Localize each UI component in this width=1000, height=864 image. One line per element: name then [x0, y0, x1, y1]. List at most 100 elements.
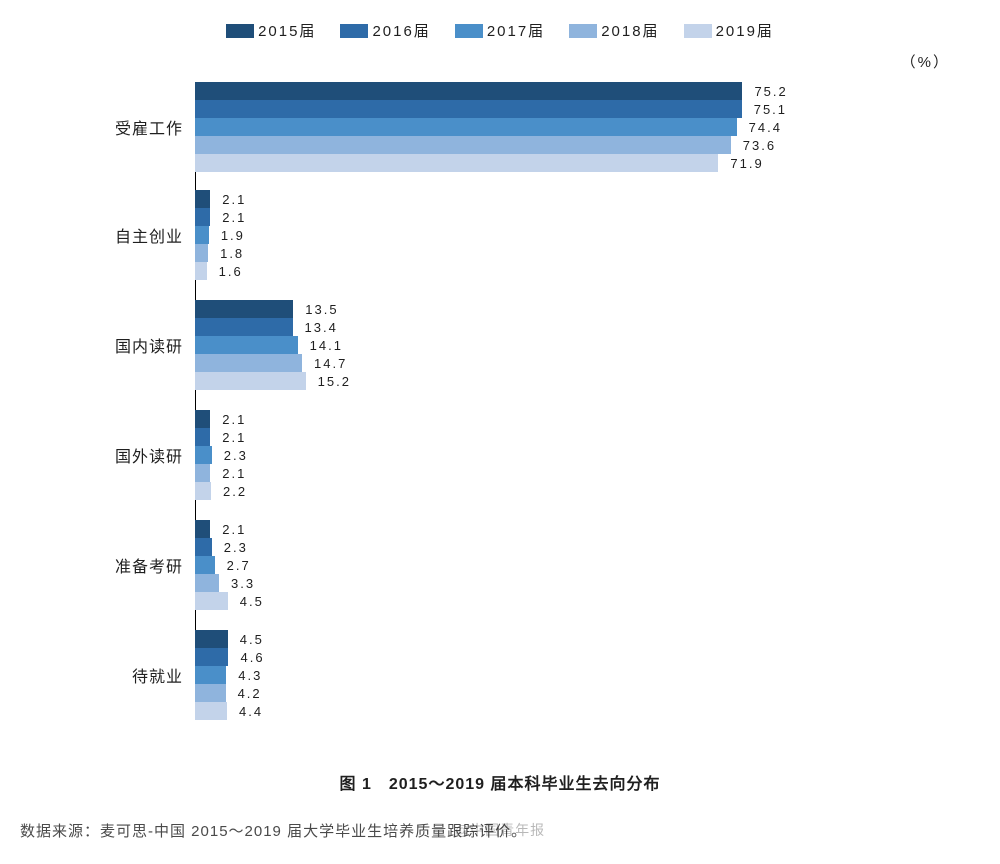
bar-row: 4.5	[195, 630, 950, 648]
value-label: 2.3	[224, 448, 248, 463]
bar-row: 1.9	[195, 226, 950, 244]
value-label: 2.1	[222, 522, 246, 537]
value-label: 4.5	[240, 632, 264, 647]
bar	[195, 300, 293, 318]
legend-swatch	[340, 24, 368, 38]
bar-row: 15.2	[195, 372, 950, 390]
value-label: 75.2	[754, 84, 787, 99]
bar	[195, 592, 228, 610]
bar	[195, 100, 742, 118]
bar	[195, 372, 306, 390]
bar	[195, 464, 210, 482]
bar	[195, 574, 219, 592]
legend-swatch	[455, 24, 483, 38]
category-label: 受雇工作	[115, 115, 183, 139]
bar-row: 75.2	[195, 82, 950, 100]
bar	[195, 262, 207, 280]
bar-row: 1.6	[195, 262, 950, 280]
value-label: 4.4	[239, 704, 263, 719]
chart-container: 2015届 2016届 2017届 2018届 2019届 （%） 受雇工作 75.2 75…	[0, 0, 1000, 864]
value-label: 71.9	[730, 156, 763, 171]
bar-row: 13.4	[195, 318, 950, 336]
bar	[195, 208, 210, 226]
category-group: 准备考研2.12.32.73.34.5	[195, 520, 950, 610]
bar-row: 2.3	[195, 538, 950, 556]
bar-row: 2.1	[195, 208, 950, 226]
bar-row: 2.1	[195, 410, 950, 428]
value-label: 4.3	[238, 668, 262, 683]
bar	[195, 684, 226, 702]
bar-row: 74.4	[195, 118, 950, 136]
unit-label: （%）	[0, 51, 950, 72]
category-label: 自主创业	[115, 223, 183, 247]
legend-label: 2015届	[258, 20, 316, 41]
category-group: 国外读研2.12.12.32.12.2	[195, 410, 950, 500]
category-group: 待就业4.54.64.34.24.4	[195, 630, 950, 720]
legend-label: 2017届	[487, 20, 545, 41]
category-group: 受雇工作75.275.174.473.671.9	[195, 82, 950, 172]
legend: 2015届 2016届 2017届 2018届 2019届	[0, 0, 1000, 41]
legend-label: 2018届	[601, 20, 659, 41]
bar-row: 1.8	[195, 244, 950, 262]
value-label: 1.8	[220, 246, 244, 261]
bar	[195, 318, 293, 336]
bar-row: 2.1	[195, 190, 950, 208]
category-label: 待就业	[132, 663, 183, 687]
legend-item: 2019届	[684, 20, 774, 41]
bar	[195, 154, 718, 172]
bar-row: 2.7	[195, 556, 950, 574]
bar	[195, 428, 210, 446]
bar-row: 4.3	[195, 666, 950, 684]
bar	[195, 630, 228, 648]
value-label: 13.4	[305, 320, 338, 335]
value-label: 73.6	[743, 138, 776, 153]
value-label: 1.9	[221, 228, 245, 243]
bar	[195, 482, 211, 500]
category-group: 自主创业2.12.11.91.81.6	[195, 190, 950, 280]
bar-row: 2.1	[195, 464, 950, 482]
bar-row: 2.3	[195, 446, 950, 464]
legend-swatch	[569, 24, 597, 38]
legend-item: 2016届	[340, 20, 430, 41]
value-label: 13.5	[305, 302, 338, 317]
category-label: 国内读研	[115, 333, 183, 357]
value-label: 4.2	[238, 686, 262, 701]
bar	[195, 336, 298, 354]
bar	[195, 538, 212, 556]
bar-row: 4.4	[195, 702, 950, 720]
bar	[195, 666, 226, 684]
bar-row: 4.5	[195, 592, 950, 610]
bar-row: 14.7	[195, 354, 950, 372]
value-label: 1.6	[219, 264, 243, 279]
watermark: @中国青年报	[455, 820, 545, 840]
value-label: 2.2	[223, 484, 247, 499]
bar	[195, 648, 228, 666]
bar	[195, 136, 731, 154]
value-label: 15.2	[318, 374, 351, 389]
value-label: 2.7	[227, 558, 251, 573]
category-label: 准备考研	[115, 553, 183, 577]
legend-label: 2019届	[716, 20, 774, 41]
bar-row: 4.2	[195, 684, 950, 702]
bar	[195, 190, 210, 208]
bar-row: 2.1	[195, 520, 950, 538]
bar-row: 73.6	[195, 136, 950, 154]
bar	[195, 226, 209, 244]
bar	[195, 556, 215, 574]
bar-row: 75.1	[195, 100, 950, 118]
bar	[195, 410, 210, 428]
bar	[195, 520, 210, 538]
y-axis	[195, 82, 196, 720]
bar-row: 14.1	[195, 336, 950, 354]
value-label: 75.1	[754, 102, 787, 117]
value-label: 4.5	[240, 594, 264, 609]
bar-row: 2.1	[195, 428, 950, 446]
value-label: 14.7	[314, 356, 347, 371]
bar-row: 3.3	[195, 574, 950, 592]
legend-item: 2017届	[455, 20, 545, 41]
legend-swatch	[684, 24, 712, 38]
bar	[195, 82, 742, 100]
value-label: 2.3	[224, 540, 248, 555]
bar	[195, 702, 227, 720]
legend-item: 2015届	[226, 20, 316, 41]
